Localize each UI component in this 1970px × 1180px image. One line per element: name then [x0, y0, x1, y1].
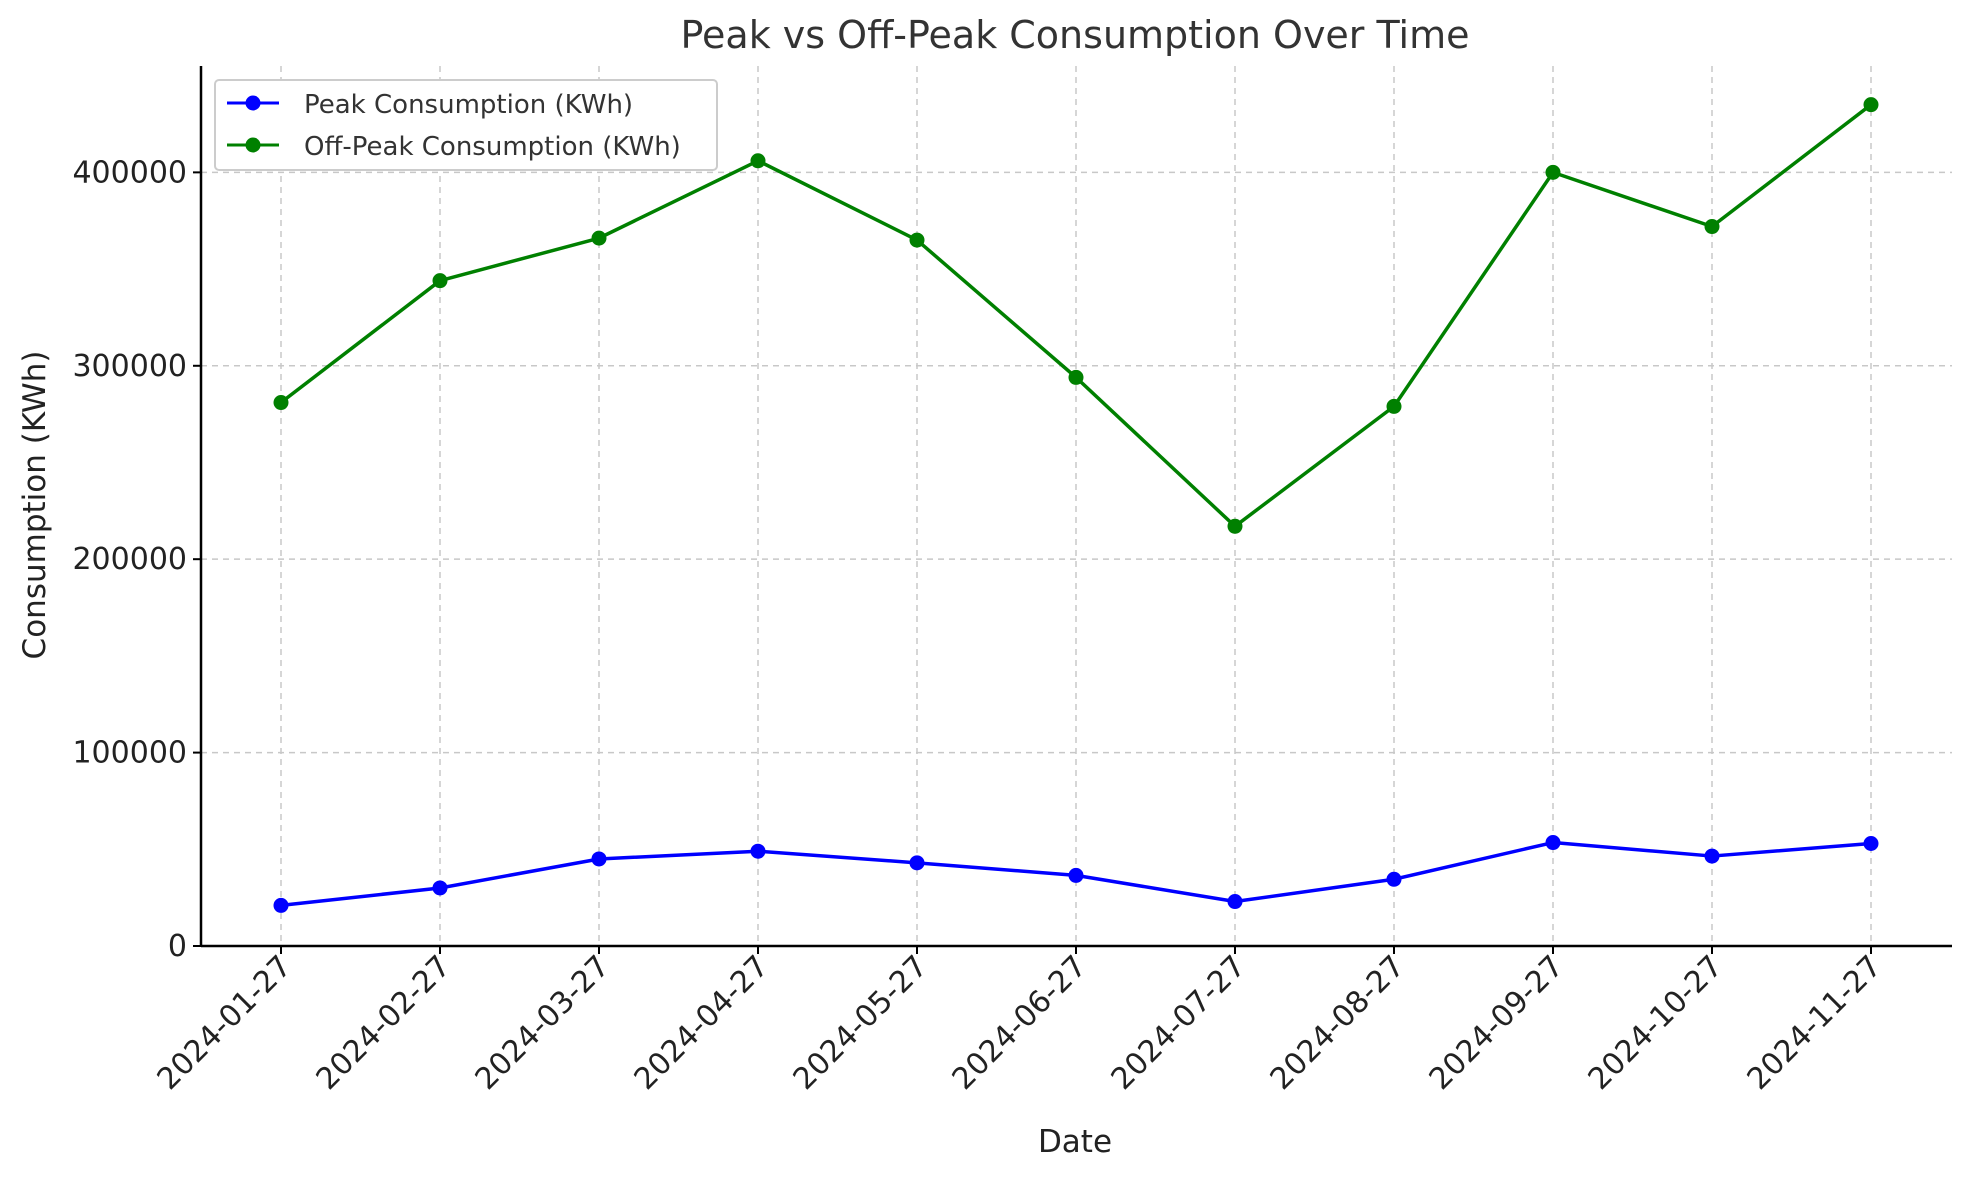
- peak-point: [750, 843, 766, 859]
- y-axis-label: Consumption (KWh): [17, 351, 53, 660]
- y-tick-label: 100000: [72, 736, 187, 771]
- x-tick-label: 2024-02-27: [310, 949, 458, 1097]
- series-layer: [273, 97, 1879, 913]
- legend-marker-off-peak: [245, 137, 261, 153]
- peak-point: [1386, 871, 1402, 887]
- peak-point: [1863, 835, 1879, 851]
- grid-lines: [201, 66, 1952, 946]
- x-tick-label: 2024-03-27: [469, 949, 617, 1097]
- legend-box: [214, 79, 718, 171]
- off-peak-point: [1227, 518, 1243, 534]
- y-tick-label: 0: [168, 929, 187, 964]
- off-peak-point: [1863, 97, 1879, 113]
- y-tick-label: 300000: [72, 349, 187, 384]
- off-peak-point: [591, 230, 607, 246]
- x-tick-label: 2024-05-27: [787, 949, 935, 1097]
- x-tick-label: 2024-01-27: [151, 949, 299, 1097]
- peak-point: [909, 855, 925, 871]
- x-tick-label: 2024-07-27: [1105, 949, 1253, 1097]
- peak-point: [1068, 867, 1084, 883]
- x-tick-label: 2024-09-27: [1423, 949, 1571, 1097]
- off-peak-point: [1386, 398, 1402, 414]
- peak-point: [1227, 894, 1243, 910]
- x-axis-label: Date: [1038, 1124, 1112, 1160]
- axes: [193, 66, 1952, 954]
- x-tick-label: 2024-10-27: [1582, 949, 1730, 1097]
- legend-label-off-peak: Off-Peak Consumption (KWh): [304, 132, 681, 162]
- legend: Peak Consumption (KWh) Off-Peak Consumpt…: [214, 79, 718, 171]
- x-tick-label: 2024-08-27: [1264, 949, 1412, 1097]
- off-peak-point: [1704, 219, 1720, 235]
- peak-point: [591, 851, 607, 867]
- off-peak-point: [1068, 369, 1084, 385]
- peak-point: [1704, 848, 1720, 864]
- x-tick-label: 2024-11-27: [1741, 949, 1889, 1097]
- y-tick-label: 400000: [72, 155, 187, 190]
- x-tick-label: 2024-06-27: [946, 949, 1094, 1097]
- off-peak-point: [1545, 164, 1561, 180]
- y-tick-label: 200000: [72, 542, 187, 577]
- off-peak-point: [909, 232, 925, 248]
- off-peak-point: [432, 273, 448, 289]
- off-peak-point: [273, 395, 289, 411]
- chart-title: Peak vs Off-Peak Consumption Over Time: [680, 13, 1469, 57]
- peak-point: [273, 897, 289, 913]
- legend-marker-peak: [245, 95, 261, 111]
- legend-label-peak: Peak Consumption (KWh): [304, 90, 633, 120]
- peak-point: [432, 880, 448, 896]
- x-tick-label: 2024-04-27: [628, 949, 776, 1097]
- peak-point: [1545, 835, 1561, 851]
- off-peak-point: [750, 153, 766, 169]
